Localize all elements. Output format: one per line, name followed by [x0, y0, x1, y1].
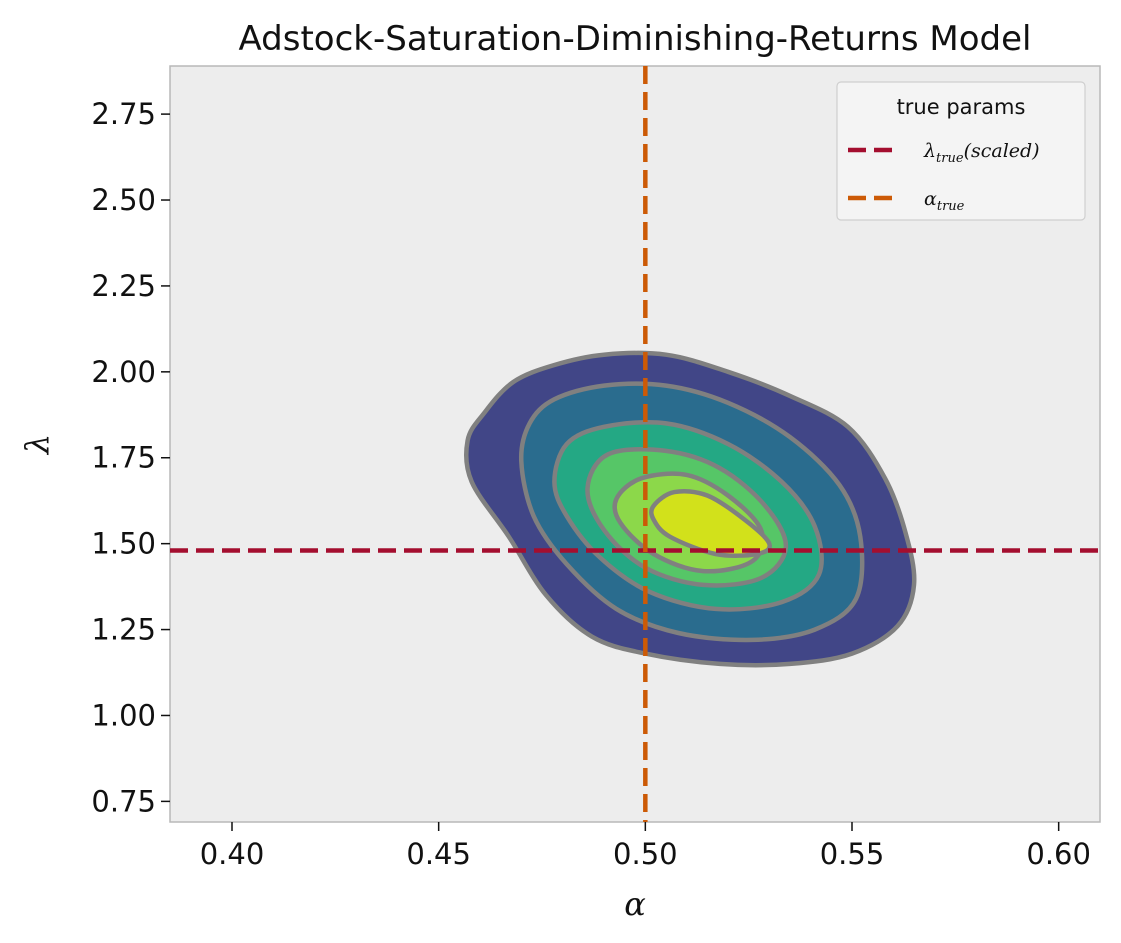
y-axis: 0.75 1.00 1.25 1.50 1.75 2.00 2.25 2.50 2.75 [91, 97, 170, 818]
legend: true params λtrue(scaled) αtrue [836, 81, 1086, 221]
y-tick-label: 2.00 [91, 355, 156, 389]
x-tick-label: 0.50 [613, 837, 678, 871]
y-axis-label: λ [18, 434, 56, 456]
legend-box [836, 81, 1086, 221]
y-tick-label: 2.25 [91, 269, 156, 303]
reference-lines [170, 66, 1100, 822]
y-tick-label: 1.50 [91, 527, 156, 561]
y-tick-label: 0.75 [91, 784, 156, 818]
x-tick-label: 0.40 [200, 837, 265, 871]
y-tick-label: 1.25 [91, 613, 156, 647]
x-axis-label: α [624, 885, 646, 923]
density-contours [463, 350, 917, 668]
legend-entry-label: αtrue [924, 188, 965, 214]
x-tick-label: 0.55 [820, 837, 885, 871]
y-tick-label: 1.75 [91, 441, 156, 475]
density-level-6 [649, 488, 772, 558]
chart-title: Adstock-Saturation-Diminishing-Returns M… [239, 19, 1032, 59]
legend-title: true params [897, 95, 1026, 119]
y-tick-label: 2.75 [91, 97, 156, 131]
y-tick-label: 2.50 [91, 183, 156, 217]
y-tick-label: 1.00 [91, 698, 156, 732]
x-tick-label: 0.60 [1026, 837, 1091, 871]
x-tick-label: 0.45 [406, 837, 471, 871]
legend-entry-label: λtrue(scaled) [923, 140, 1040, 166]
x-axis: 0.40 0.45 0.50 0.55 0.60 [200, 822, 1091, 871]
